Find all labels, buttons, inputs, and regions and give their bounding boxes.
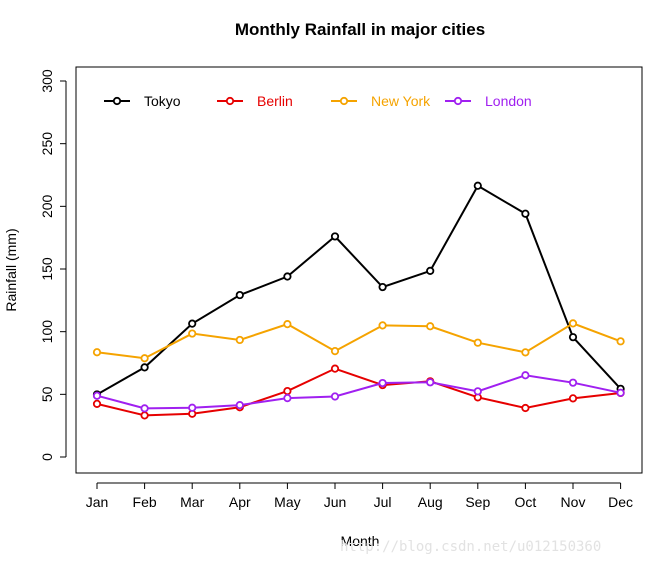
data-point <box>521 348 530 357</box>
legend-item: London <box>445 93 532 109</box>
data-point <box>568 333 578 342</box>
series-tokyo <box>92 181 625 399</box>
series-london <box>92 371 625 413</box>
data-point <box>521 403 530 413</box>
y-tick-label: 250 <box>39 132 55 156</box>
y-tick-label: 300 <box>39 69 55 93</box>
data-point <box>616 388 625 397</box>
data-point <box>92 399 102 408</box>
data-point <box>283 386 292 396</box>
x-tick-label: Sep <box>465 494 490 510</box>
data-point <box>235 290 244 300</box>
data-point <box>188 319 197 328</box>
data-point <box>140 354 149 363</box>
data-point <box>330 232 340 241</box>
data-point <box>188 329 197 338</box>
x-tick-label: Jan <box>86 494 109 510</box>
data-point <box>426 378 435 387</box>
y-axis-title: Rainfall (mm) <box>3 228 19 311</box>
legend-item: Berlin <box>217 93 293 109</box>
legend-marker <box>112 96 122 106</box>
x-tick-label: Feb <box>133 494 157 510</box>
x-tick-label: Dec <box>608 494 633 510</box>
data-point <box>235 401 244 410</box>
x-axis: Jan Feb Mar Apr May Jun Jul Aug Sep Oct Nov Dec <box>86 482 633 510</box>
x-tick-label: Jul <box>374 494 392 510</box>
data-point <box>283 272 292 281</box>
data-point <box>568 319 578 328</box>
data-point <box>330 346 340 356</box>
x-tick-label: Jun <box>324 494 347 510</box>
x-tick-label: Oct <box>515 494 537 510</box>
x-tick-label: Mar <box>180 494 204 510</box>
data-point <box>330 392 340 401</box>
x-tick-label: May <box>274 494 300 510</box>
data-point <box>140 404 149 413</box>
data-point <box>140 411 149 420</box>
data-point <box>473 338 482 347</box>
series-line <box>96 374 621 410</box>
watermark-text: http://blog.csdn.net/u012150360 <box>340 539 601 555</box>
plot-frame <box>75 66 643 474</box>
y-tick-label: 50 <box>39 386 55 402</box>
x-tick-label: Aug <box>418 494 443 510</box>
data-point <box>521 371 530 380</box>
data-point <box>283 320 292 329</box>
data-point <box>188 403 197 412</box>
data-point <box>568 378 578 387</box>
x-tick-label: Apr <box>229 494 251 510</box>
legend: Tokyo Berlin New York London <box>104 93 532 109</box>
legend-label: New York <box>371 93 431 109</box>
legend-marker <box>339 96 349 106</box>
data-point <box>92 348 102 357</box>
series-layer <box>92 181 625 420</box>
x-tick-label: Nov <box>561 494 586 510</box>
series-line <box>96 367 621 417</box>
data-point <box>330 364 340 373</box>
y-axis: 0 50 100 150 200 250 300 <box>39 69 67 461</box>
data-point <box>568 394 578 403</box>
y-tick-label: 0 <box>39 453 55 461</box>
y-tick-label: 150 <box>39 257 55 281</box>
legend-marker <box>453 96 463 106</box>
legend-label: London <box>485 93 532 109</box>
legend-item: New York <box>331 93 431 109</box>
chart-title: Monthly Rainfall in major cities <box>235 20 485 39</box>
data-point <box>378 321 387 330</box>
series-line <box>96 184 622 396</box>
data-point <box>521 209 530 218</box>
legend-item: Tokyo <box>104 93 181 109</box>
data-point <box>378 378 387 388</box>
y-tick-label: 200 <box>39 194 55 218</box>
data-point <box>140 363 149 372</box>
legend-label: Berlin <box>257 93 293 109</box>
series-new-york <box>92 319 625 363</box>
x-axis-title: Month <box>341 533 380 549</box>
series-berlin <box>92 364 625 420</box>
y-tick-label: 100 <box>39 320 55 344</box>
data-point <box>473 181 482 190</box>
data-point <box>426 322 435 331</box>
series-line <box>96 322 621 360</box>
data-point <box>473 387 482 396</box>
legend-label: Tokyo <box>144 93 181 109</box>
data-point <box>616 337 625 346</box>
data-point <box>235 335 244 345</box>
data-point <box>92 391 102 400</box>
data-point <box>283 393 292 403</box>
data-point <box>378 282 387 292</box>
legend-marker <box>225 96 235 106</box>
data-point <box>426 266 435 275</box>
